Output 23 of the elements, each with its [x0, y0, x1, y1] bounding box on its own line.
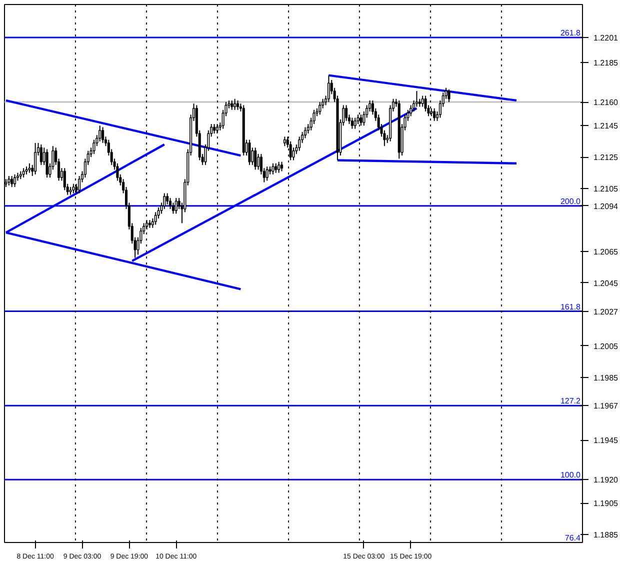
y-tick-label: 1.2105 — [594, 184, 619, 194]
y-tick-label: 1.1985 — [594, 373, 619, 382]
annotation: 200.0 — [560, 196, 582, 206]
annotation: 100.0 — [560, 470, 582, 480]
y-tick-label: 1.2045 — [594, 278, 619, 288]
annotation: 161.8 — [560, 302, 582, 312]
y-tick-label: 1.2125 — [594, 153, 619, 162]
ref-line-label: 1.2094 — [594, 202, 619, 211]
y-tick-label: 1.2005 — [594, 342, 619, 351]
ref-line-label: 1.2160 — [594, 98, 619, 108]
annotation: 76.4 — [564, 534, 582, 542]
y-tick-label: 1.1905 — [594, 499, 619, 508]
y-tick-label: 1.2185 — [594, 58, 619, 68]
y-tick-label: 1.1885 — [594, 530, 619, 540]
annotation: 261.8 — [560, 28, 582, 38]
ref-line-label: 1.2201 — [594, 34, 619, 43]
y-tick-label: 1.2145 — [594, 122, 619, 131]
ref-line-label: 1.2027 — [594, 307, 619, 316]
ref-line-label: 1.1920 — [594, 476, 619, 485]
ref-line-label: 1.1967 — [594, 402, 619, 411]
annotation: 127.2 — [560, 396, 582, 406]
y-tick-label: 1.1945 — [594, 436, 619, 446]
y-tick-label: 1.2065 — [594, 247, 619, 256]
